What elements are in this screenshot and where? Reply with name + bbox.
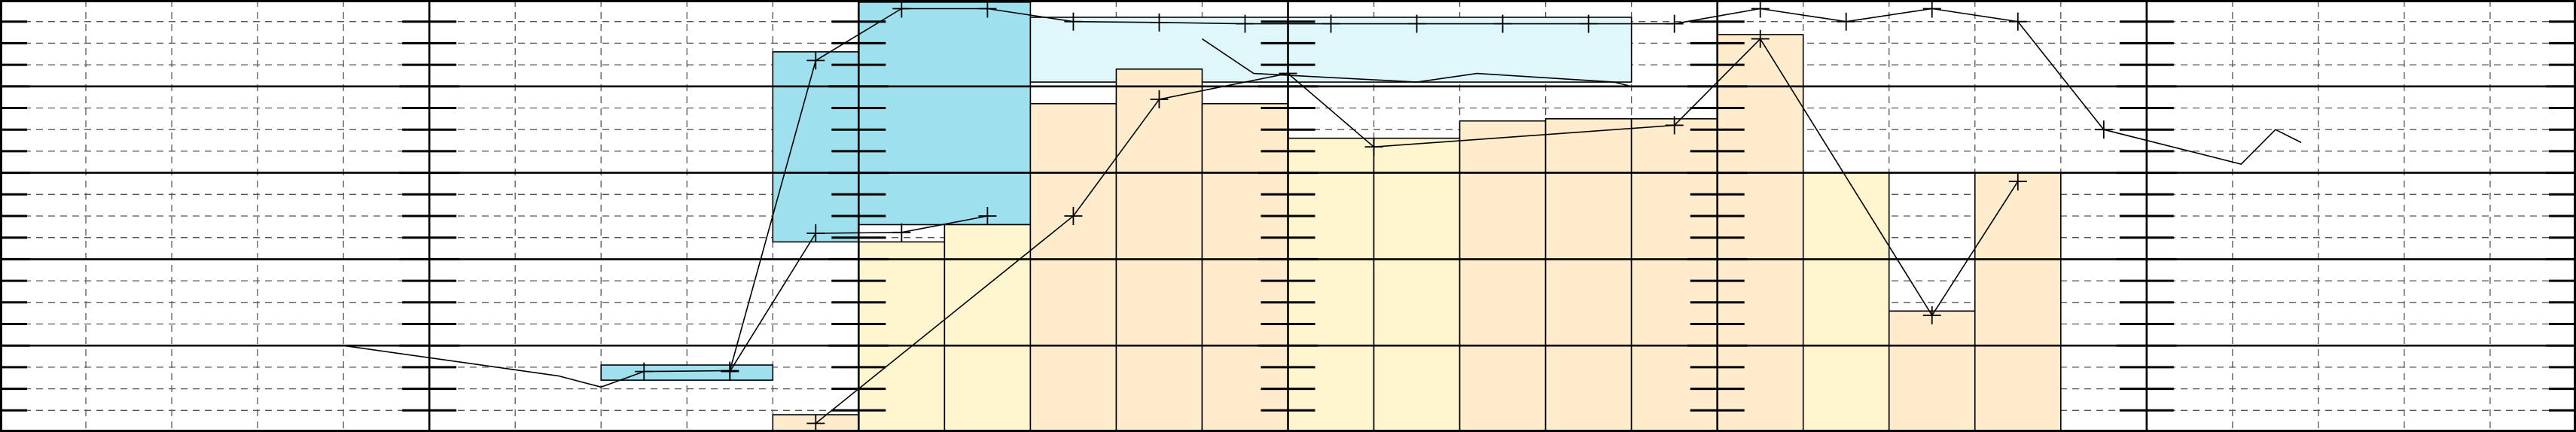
bar (858, 2, 1032, 226)
bar (772, 51, 860, 243)
bar (1459, 120, 1547, 432)
bar (1115, 68, 1203, 432)
bar (858, 241, 946, 432)
bar (1287, 137, 1375, 432)
bar (1029, 102, 1117, 432)
bar (1544, 118, 1632, 432)
axis-ticks (0, 20, 2576, 412)
bar (1716, 34, 1804, 432)
bar (1802, 172, 1890, 432)
bars (600, 2, 2062, 432)
bar (1974, 172, 2062, 432)
bar (1201, 102, 1289, 432)
series-line (2103, 129, 2302, 165)
bar (1888, 310, 1976, 432)
series-line (729, 215, 988, 373)
series-line (1202, 38, 1632, 87)
series-line (343, 345, 645, 388)
bar (1630, 118, 1718, 432)
series-line (644, 8, 2105, 373)
bar (944, 224, 1032, 432)
bar (1373, 137, 1461, 432)
series-lines (343, 0, 2302, 432)
